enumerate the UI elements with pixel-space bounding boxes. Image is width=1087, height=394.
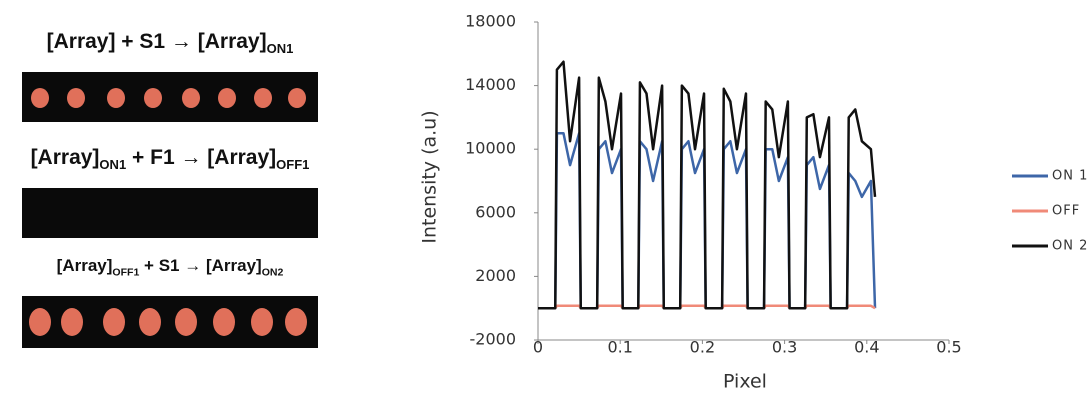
spot (61, 308, 83, 336)
spot (67, 88, 85, 108)
spot (139, 308, 161, 336)
x-tick-label: 0.5 (936, 338, 961, 357)
y-tick-label: 18000 (465, 12, 516, 31)
spot (251, 308, 273, 336)
spot (285, 308, 307, 336)
spot (182, 88, 200, 108)
spot (175, 308, 197, 336)
spot (31, 88, 49, 108)
y-tick-label: 14000 (465, 75, 516, 94)
x-axis-title: Pixel (723, 371, 767, 393)
x-tick-label: 0.3 (772, 338, 797, 357)
spot (213, 308, 235, 336)
x-tick-label: 0.2 (690, 338, 715, 357)
spot (29, 308, 51, 336)
spot (218, 88, 236, 108)
figure: [Array] + S1 → [Array]ON1 [Array]ON1 + F… (0, 0, 1087, 394)
spot (107, 88, 125, 108)
x-tick-label: 0 (533, 338, 543, 357)
spot (288, 88, 306, 108)
legend-label: ON 1 (1052, 169, 1087, 184)
x-tick-label: 0.4 (854, 338, 879, 357)
legend-label: OFF (1052, 204, 1080, 219)
legend-label: ON 2 (1052, 239, 1087, 254)
spot (144, 88, 162, 108)
y-tick-label: -2000 (470, 330, 517, 349)
array-image (22, 188, 318, 238)
spot (254, 88, 272, 108)
y-axis-title: Intensity (a.u) (419, 110, 441, 243)
array-image (22, 72, 318, 122)
series-line (538, 62, 875, 308)
y-tick-label: 10000 (465, 139, 516, 158)
spot (103, 308, 125, 336)
y-tick-label: 2000 (475, 266, 516, 285)
y-tick-label: 6000 (475, 202, 516, 221)
x-tick-label: 0.1 (607, 338, 632, 357)
chart: Intensity (a.u) Pixel -2000 2000 6000 10000… (0, 0, 1087, 394)
